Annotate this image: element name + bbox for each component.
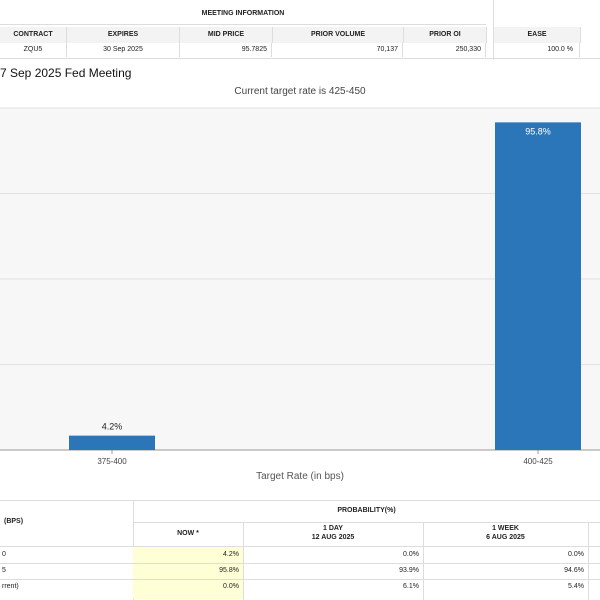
col-1day-date: 12 AUG 2025 — [311, 534, 355, 541]
value-mid-price: 95.7825 — [180, 43, 272, 57]
chart-subtitle: Current target rate is 425-450 — [234, 86, 366, 97]
header-mid-price: MID PRICE — [180, 27, 273, 43]
header-prior-volume: PRIOR VOLUME — [273, 27, 404, 43]
row-now: 0.0% — [223, 583, 239, 590]
divider — [0, 58, 600, 59]
row-1day: 6.1% — [403, 583, 419, 590]
value-ease: 100.0 % — [494, 43, 580, 57]
meeting-info-title: MEETING INFORMATION — [0, 4, 486, 25]
bar — [69, 435, 155, 450]
row-label: 0 — [2, 551, 6, 558]
header-ease: EASE — [494, 27, 581, 43]
row-label: rrent) — [2, 583, 19, 590]
col-now-label: NOW * — [177, 530, 199, 537]
row-1week: 5.4% — [568, 583, 584, 590]
header-expires: EXPIRES — [67, 27, 180, 43]
value-contract: ZQU5 — [0, 43, 67, 57]
data-label: 95.8% — [525, 126, 551, 136]
value-expires: 30 Sep 2025 — [67, 43, 180, 57]
row-1week: 94.6% — [564, 567, 584, 574]
x-tick-label: 400-425 — [523, 457, 553, 466]
data-label: 4.2% — [102, 422, 123, 432]
ease-table: EASE 100.0 % — [493, 0, 600, 60]
row-1week: 0.0% — [568, 551, 584, 558]
probability-header: PROBABILITY(%) — [337, 507, 396, 514]
bps-header: (BPS) — [4, 518, 24, 525]
value-prior-oi: 250,330 — [404, 43, 486, 57]
row-now: 95.8% — [219, 567, 239, 574]
value-prior-volume: 70,137 — [273, 43, 403, 57]
col-1week-date: 6 AUG 2025 — [486, 534, 525, 541]
meeting-title: 7 Sep 2025 Fed Meeting — [0, 66, 132, 80]
now-highlight — [133, 547, 243, 599]
row-label: 5 — [2, 567, 6, 574]
header-contract: CONTRACT — [0, 27, 67, 43]
probability-table: (BPS) PROBABILITY(%) NOW * 1 DAY 12 AUG … — [0, 500, 600, 600]
col-1week-label: 1 WEEK — [492, 525, 519, 532]
x-tick-label: 375-400 — [97, 457, 127, 466]
bar — [495, 122, 581, 450]
col-1day-label: 1 DAY — [323, 525, 343, 532]
header-prior-oi: PRIOR OI — [404, 27, 487, 43]
x-axis-label: Target Rate (in bps) — [256, 471, 344, 482]
meeting-info-table: MEETING INFORMATION CONTRACT EXPIRES MID… — [0, 0, 487, 60]
row-now: 4.2% — [223, 551, 239, 558]
probability-bar-chart: 375-400 4.2% 400-425 95.8% Target Rate (in b… — [0, 107, 600, 482]
row-1day: 0.0% — [403, 551, 419, 558]
row-1day: 93.9% — [399, 567, 419, 574]
